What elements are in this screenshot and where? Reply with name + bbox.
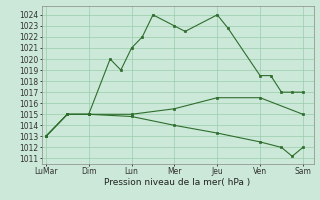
X-axis label: Pression niveau de la mer( hPa ): Pression niveau de la mer( hPa ) bbox=[104, 178, 251, 187]
